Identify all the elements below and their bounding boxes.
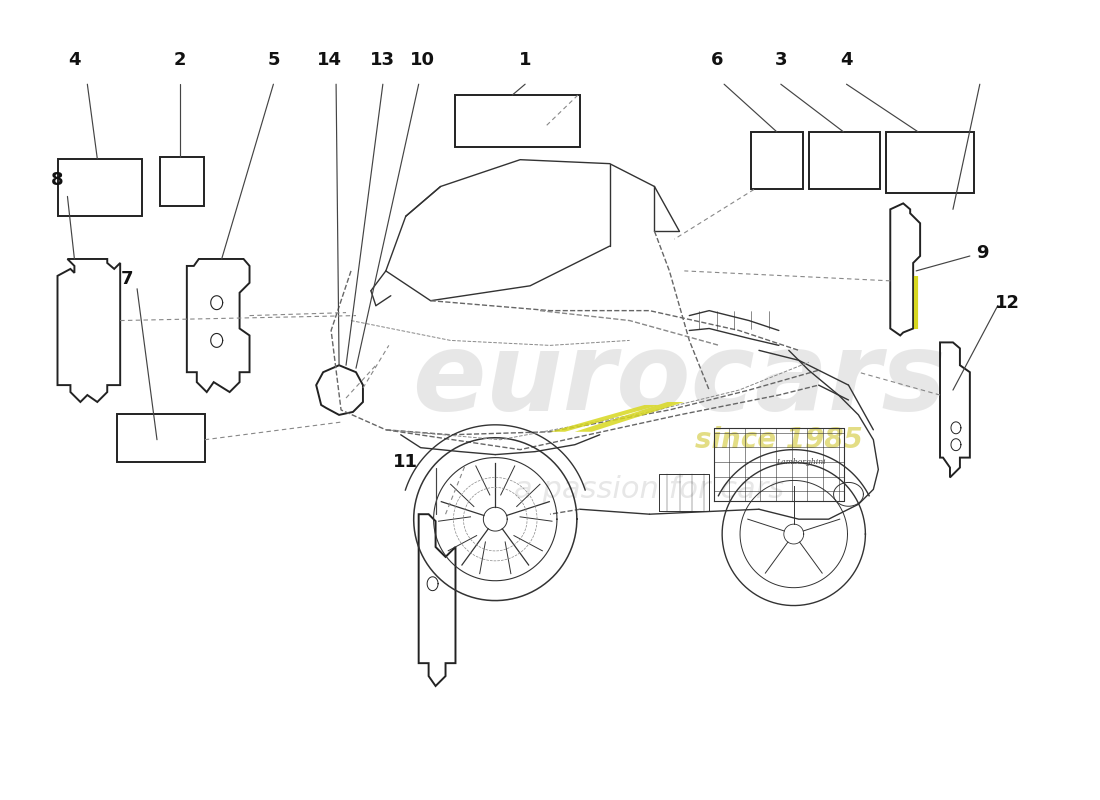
- Text: 7: 7: [121, 270, 133, 288]
- Text: Lamborghini: Lamborghini: [776, 458, 825, 466]
- Polygon shape: [575, 402, 684, 432]
- Text: 5: 5: [267, 51, 279, 70]
- Text: 1: 1: [519, 51, 531, 70]
- Text: 4: 4: [840, 51, 852, 70]
- Polygon shape: [550, 405, 659, 432]
- Text: 2: 2: [174, 51, 186, 70]
- Text: 12: 12: [996, 294, 1020, 312]
- Text: 9: 9: [977, 244, 989, 262]
- Text: 10: 10: [410, 51, 436, 70]
- Text: a passion for cars: a passion for cars: [515, 475, 784, 504]
- Text: 11: 11: [393, 453, 418, 470]
- Text: 13: 13: [371, 51, 395, 70]
- Text: 4: 4: [68, 51, 80, 70]
- Text: 3: 3: [774, 51, 788, 70]
- Text: 6: 6: [711, 51, 724, 70]
- Text: 8: 8: [52, 170, 64, 189]
- Text: since 1985: since 1985: [695, 426, 862, 454]
- Text: 14: 14: [317, 51, 342, 70]
- Text: eurocars: eurocars: [412, 327, 946, 433]
